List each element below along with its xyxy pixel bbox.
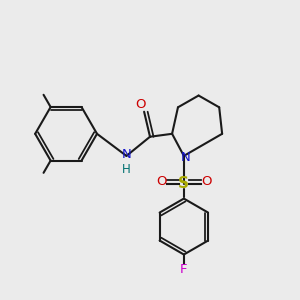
Text: O: O bbox=[135, 98, 146, 111]
Text: O: O bbox=[201, 175, 211, 188]
Text: N: N bbox=[122, 148, 131, 161]
Text: S: S bbox=[178, 176, 189, 191]
Text: O: O bbox=[156, 175, 167, 188]
Text: N: N bbox=[181, 151, 190, 164]
Text: H: H bbox=[122, 163, 131, 176]
Text: F: F bbox=[180, 263, 188, 276]
